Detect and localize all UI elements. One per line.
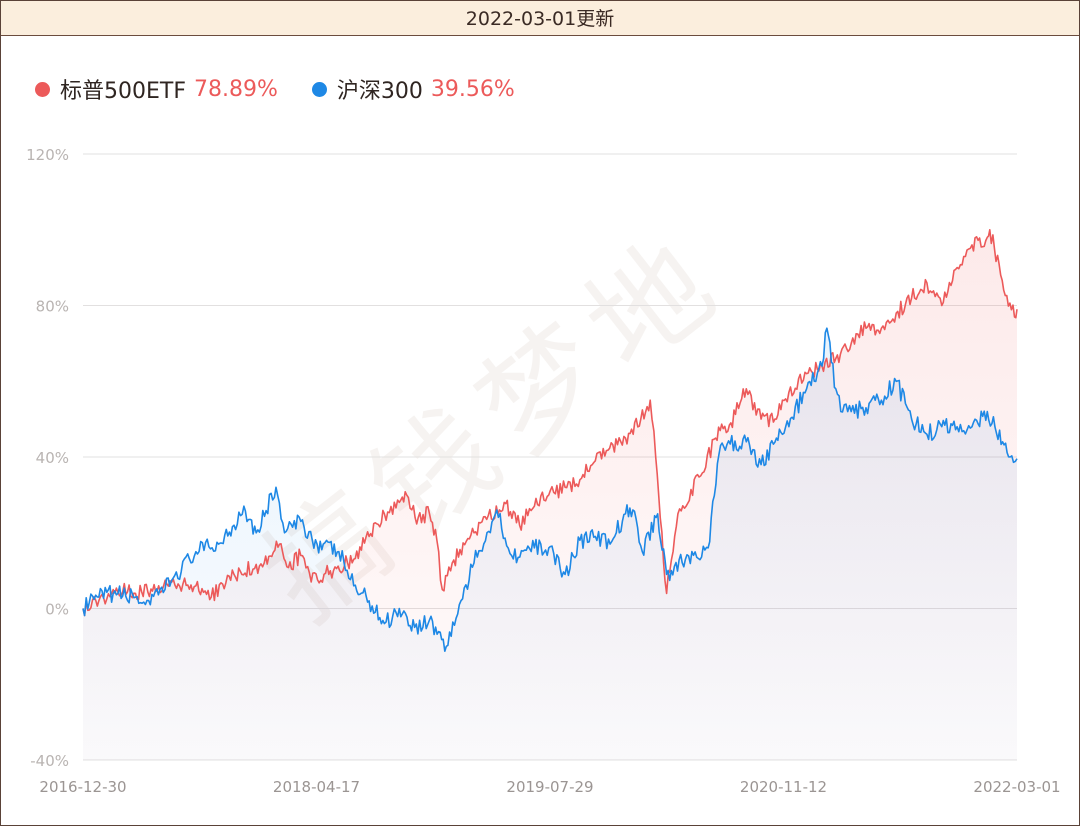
- x-tick-label: 2018-04-17: [273, 778, 360, 796]
- chart-legend: 标普500ETF 78.89% 沪深300 39.56%: [35, 71, 549, 107]
- legend-dot-icon: [35, 81, 50, 97]
- y-tick-label: 0%: [45, 601, 69, 619]
- legend-label: 标普500ETF: [60, 79, 186, 104]
- legend-label: 沪深300: [336, 79, 423, 104]
- legend-item-sp500[interactable]: 标普500ETF 78.89%: [35, 73, 278, 105]
- x-tick-label: 2016-12-30: [39, 778, 126, 796]
- x-tick-label: 2019-07-29: [506, 778, 593, 796]
- y-tick-label: 80%: [36, 298, 69, 316]
- y-tick-label: -40%: [30, 752, 69, 770]
- update-date-header: 2022-03-01更新: [1, 1, 1079, 36]
- legend-value: 39.56%: [430, 76, 515, 102]
- legend-item-csi300[interactable]: 沪深300 39.56%: [311, 73, 515, 105]
- y-tick-label: 40%: [36, 449, 69, 467]
- legend-dot-icon: [311, 81, 327, 97]
- series-line-0: [82, 229, 1018, 617]
- x-tick-label: 2022-03-01: [973, 778, 1060, 796]
- legend-value: 78.89%: [194, 76, 278, 102]
- series-line-1: [82, 327, 1018, 652]
- x-tick-label: 2020-11-12: [740, 778, 827, 796]
- y-tick-label: 120%: [26, 146, 69, 164]
- header-title: 2022-03-01更新: [465, 8, 615, 30]
- series-area-1: [83, 328, 1017, 760]
